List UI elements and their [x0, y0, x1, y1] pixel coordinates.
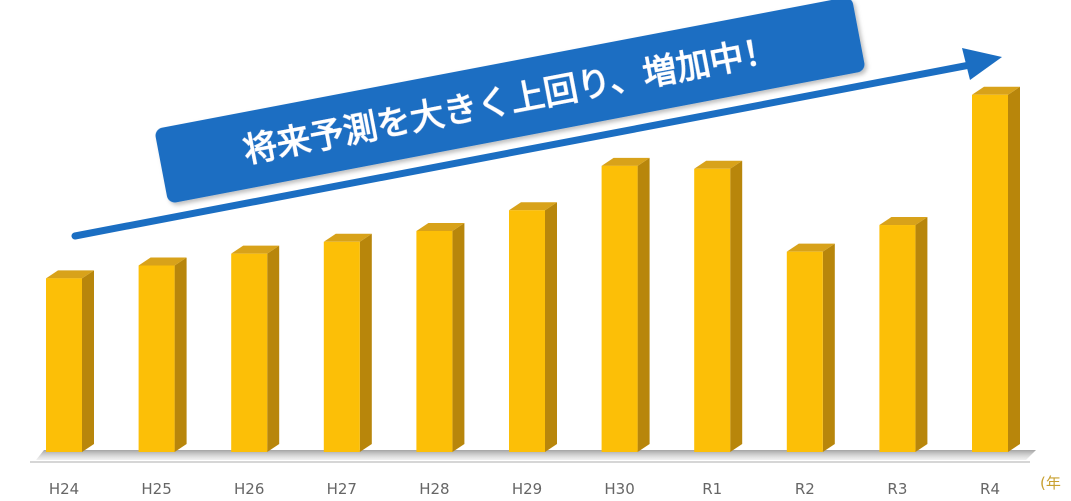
- bar-H28: [416, 222, 465, 452]
- bar-front-face: [323, 241, 360, 452]
- bar-front-face: [601, 165, 638, 452]
- trend-arrow: [71, 48, 1002, 240]
- bar-top-face: [323, 233, 372, 242]
- bar-R1: [694, 160, 743, 453]
- bar-top-face: [879, 217, 928, 226]
- bar-H29: [509, 202, 557, 452]
- x-tick-label-H28: H28: [419, 480, 449, 498]
- bar-side-face: [915, 217, 928, 452]
- bars-group: [46, 86, 1020, 453]
- bar-top-face: [694, 160, 743, 169]
- bar-H26: [231, 245, 280, 452]
- bar-side-face: [1008, 86, 1020, 453]
- bar-H25: [138, 257, 187, 452]
- bar-top-face: [509, 202, 557, 211]
- bar-side-face: [452, 222, 465, 452]
- bar-side-face: [174, 257, 187, 452]
- bar-R2: [786, 243, 835, 452]
- x-tick-label-H25: H25: [141, 480, 171, 498]
- x-tick-label-R3: R3: [887, 480, 907, 498]
- x-tick-label-H24: H24: [49, 480, 79, 498]
- bar-top-face: [46, 270, 94, 279]
- bar-front-face: [509, 210, 545, 452]
- chart-floor: [36, 450, 1036, 460]
- x-tick-label-H26: H26: [234, 480, 264, 498]
- x-tick-label-H27: H27: [327, 480, 357, 498]
- bar-side-face: [822, 243, 835, 452]
- bar-side-face: [545, 202, 557, 452]
- bar-top-face: [972, 86, 1020, 95]
- trend-arrow-shaft: [71, 60, 979, 240]
- bar-H30: [601, 157, 650, 452]
- trend-arrow-head: [962, 48, 1002, 80]
- bar-side-face: [82, 270, 94, 452]
- bar-side-face: [637, 157, 650, 452]
- x-tick-label-H30: H30: [604, 480, 634, 498]
- bar-top-face: [416, 222, 465, 231]
- bar-front-face: [46, 278, 82, 452]
- bar-H27: [323, 233, 372, 452]
- bar-front-face: [416, 230, 453, 452]
- bar-H24: [46, 270, 94, 452]
- x-tick-label-H29: H29: [512, 480, 542, 498]
- bar-front-face: [786, 251, 823, 452]
- bar-R4: [972, 86, 1020, 453]
- bar-front-face: [972, 94, 1008, 453]
- x-tick-labels: H24 H25 H26 H27 H28 H29 H30 R1 R2 R3 R4: [49, 480, 1000, 498]
- annotation-banner-box: [155, 0, 865, 203]
- bar-side-face: [267, 245, 280, 452]
- x-axis-unit-label: (年: [1040, 474, 1061, 492]
- bar-front-face: [879, 225, 916, 452]
- bar-front-face: [694, 168, 731, 453]
- bar-top-face: [231, 245, 280, 254]
- x-tick-label-R2: R2: [795, 480, 815, 498]
- bar-front-face: [231, 253, 268, 452]
- bar-top-face: [138, 257, 187, 266]
- bar-top-face: [601, 157, 650, 166]
- x-tick-label-R4: R4: [980, 480, 1000, 498]
- bar-R3: [879, 217, 928, 452]
- chart-floor-shadow: [36, 450, 1036, 460]
- bar-top-face: [786, 243, 835, 252]
- bar-front-face: [138, 265, 175, 452]
- bar-side-face: [730, 160, 743, 453]
- bar-side-face: [359, 233, 372, 452]
- x-tick-label-R1: R1: [702, 480, 722, 498]
